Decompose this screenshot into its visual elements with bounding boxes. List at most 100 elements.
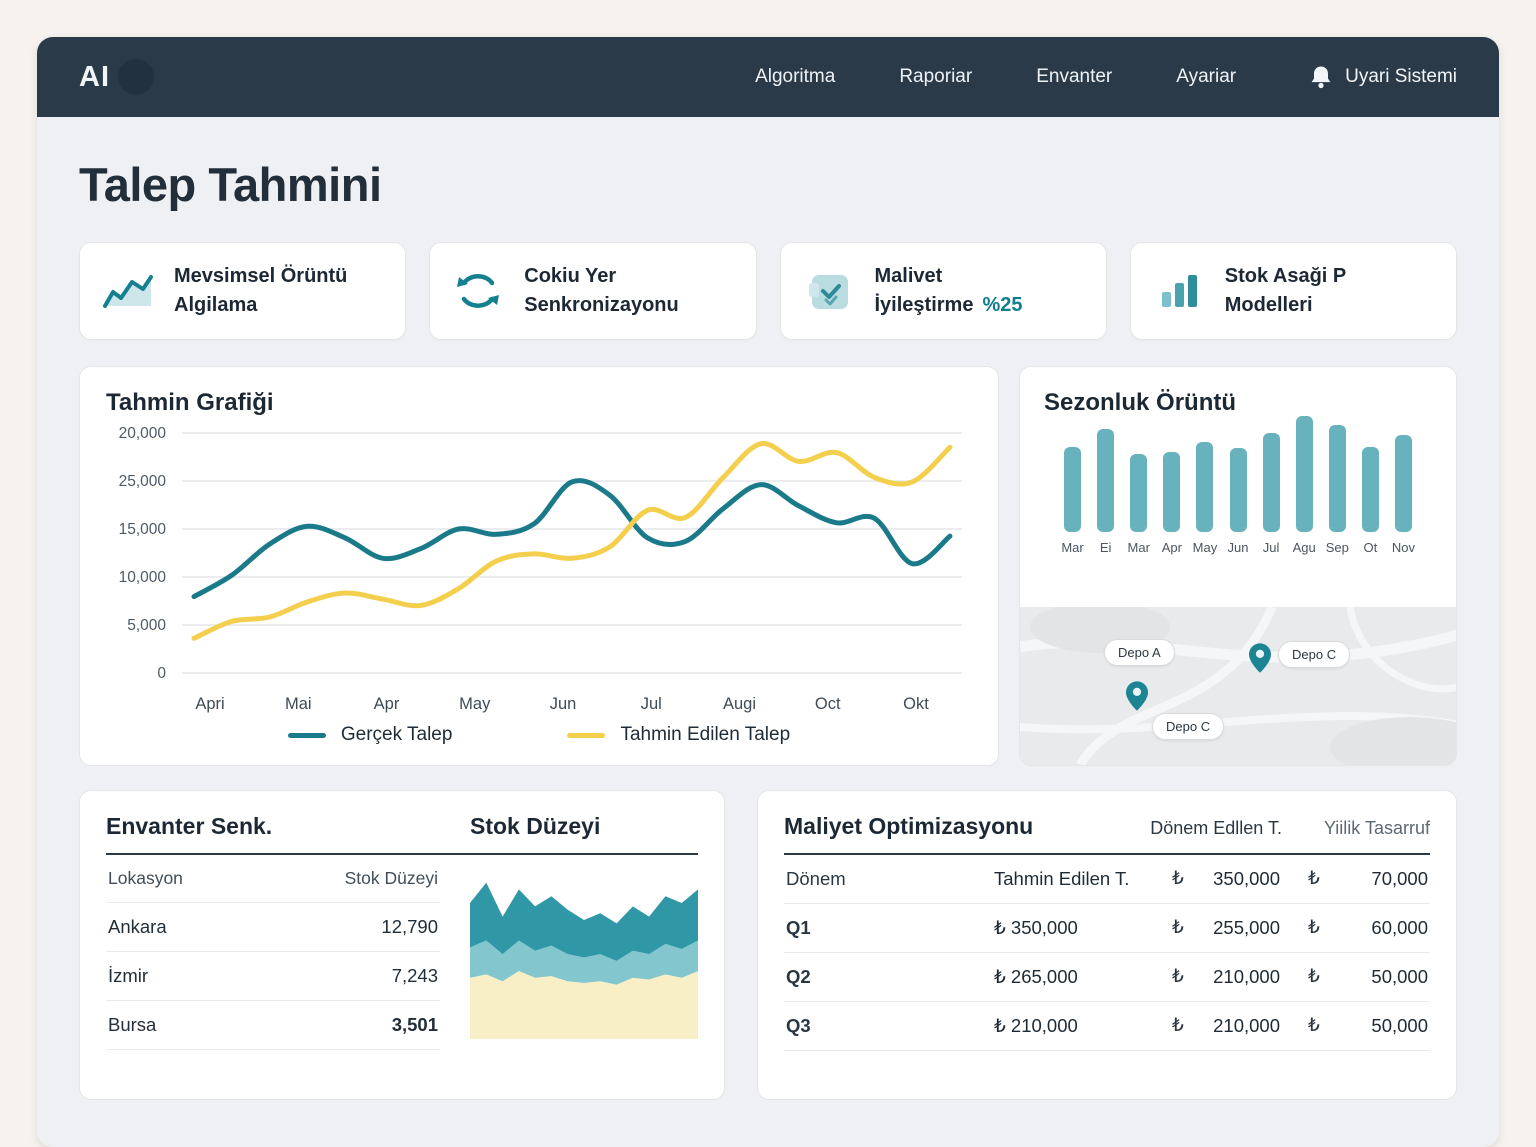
stock-level-chart-wrap — [470, 855, 698, 1050]
season-bar-col: May — [1188, 442, 1221, 555]
svg-text:Mai: Mai — [285, 695, 312, 713]
svg-text:0: 0 — [157, 665, 166, 682]
alert-system[interactable]: Uyari Sistemi — [1310, 65, 1457, 89]
season-bar — [1328, 425, 1346, 532]
svg-text:Apr: Apr — [374, 695, 400, 713]
lira-icon: ₺ — [1308, 1015, 1320, 1036]
season-bar-label: Sep — [1325, 540, 1349, 555]
stat-card-row: Mevsimsel Örüntü Algilama Cokiu Yer Senk… — [79, 242, 1457, 340]
svg-text:Apri: Apri — [195, 695, 224, 713]
svg-text:10,000: 10,000 — [119, 569, 167, 586]
season-bar-label: Jun — [1227, 540, 1249, 555]
forecast-chart-card: Tahmin Grafiği 20,000 25,000 15,000 10,000 5… — [79, 366, 999, 766]
cost-header-columns: Dönem Edllen T. Yiilik Tasarruf — [1150, 818, 1430, 839]
season-bar-label: Mar — [1061, 540, 1084, 555]
lira-icon: ₺ — [1308, 917, 1320, 938]
forecast-line-chart: 20,000 25,000 15,000 10,000 5,000 0 Apri Mai Apr… — [119, 425, 962, 713]
cost-optimization-card: Maliyet Optimizasyonu Dönem Edllen T. Yi… — [757, 790, 1457, 1100]
season-bar-col: Ei — [1089, 429, 1122, 555]
app-window: AI Algoritma Raporiar Envanter Ayariar U… — [37, 37, 1499, 1147]
bell-icon — [1311, 66, 1331, 89]
stock-level-title: Stok Düzeyi — [470, 813, 601, 839]
cost-header-period: Dönem Edllen T. — [1150, 818, 1282, 838]
season-bar — [1229, 448, 1247, 532]
season-bar-label: Jul — [1262, 540, 1280, 555]
alert-label: Uyari Sistemi — [1345, 66, 1457, 87]
map-pin-icon — [1249, 643, 1271, 673]
svg-text:Jul: Jul — [641, 695, 662, 713]
stat-card-seasonal-pattern: Mevsimsel Örüntü Algilama — [79, 242, 407, 340]
cost-title: Maliyet Optimizasyonu — [784, 813, 1034, 839]
stat-card-multi-location-sync: Cokiu Yer Senkronizayonu — [429, 242, 757, 340]
top-navbar: AI Algoritma Raporiar Envanter Ayariar U… — [37, 37, 1499, 117]
svg-text:Augi: Augi — [723, 695, 756, 713]
table-row: Q3 ₺ 210,000 ₺ 210,000 ₺ 50,000 — [784, 1002, 1430, 1051]
inventory-table: Lokasyon Stok Düzeyi Ankara 12,790 İzmir… — [106, 855, 440, 1050]
page-title: Talep Tahmini — [79, 158, 382, 211]
seasonal-pattern-title: Sezonluk Örüntü — [1044, 389, 1236, 416]
season-bar-label: Ot — [1363, 540, 1378, 555]
legend-actual-demand: Gerçek Talep — [287, 724, 452, 746]
inventory-body: Lokasyon Stok Düzeyi Ankara 12,790 İzmir… — [106, 855, 698, 1050]
lira-icon: ₺ — [1172, 966, 1184, 987]
table-row: Bursa 3,501 — [106, 1001, 440, 1050]
stat-card-cost-improvement: Malivet İyileştirme %25 — [779, 242, 1107, 340]
chart-legend: Gerçek Talep Tahmin Edilen Talep — [106, 724, 972, 746]
map-label-depo-c-bottom: Depo C — [1152, 713, 1225, 740]
nav-item-ayarlar[interactable]: Ayariar — [1176, 66, 1237, 87]
svg-text:15,000: 15,000 — [119, 521, 167, 538]
map-pin-icon — [1126, 681, 1148, 711]
nav-item-raporlar[interactable]: Raporiar — [899, 66, 973, 87]
season-bar — [1361, 447, 1379, 532]
season-bar — [1163, 452, 1181, 532]
map-label-depo-a: Depo A — [1104, 639, 1175, 666]
inventory-card-header: Envanter Senk. Stok Düzeyi — [106, 813, 698, 855]
seasonal-bar-chart: Mar Ei Mar Apr May Jun Jul Agu Sep Ot Nov — [1044, 416, 1432, 555]
nav-item-algoritma[interactable]: Algoritma — [755, 66, 836, 87]
season-bar-label: Agu — [1292, 540, 1316, 555]
season-bar-label: May — [1192, 540, 1218, 555]
season-bar-col: Sep — [1321, 425, 1354, 555]
stat-card-title: Mevsimsel Örüntü Algilama — [174, 265, 348, 316]
season-bar — [1262, 433, 1280, 532]
trend-line-icon — [100, 266, 156, 316]
season-bar-label: Mar — [1127, 540, 1150, 555]
seasonal-pattern-header: Sezonluk Örüntü Mar Ei Mar Apr May Jun Jul Agu S… — [1020, 367, 1456, 555]
main-nav: Algoritma Raporiar Envanter Ayariar — [755, 66, 1236, 88]
cost-table-header: Dönem Tahmin Edilen T. ₺ 350,000 ₺ 70,000 — [784, 855, 1430, 904]
stat-card-title: Malivet İyileştirme %25 — [874, 265, 1023, 316]
season-bar-col: Mar — [1122, 454, 1155, 555]
bag-check-icon — [801, 266, 857, 316]
page-content: Talep Tahmini Mevsimsel Örüntü Algilama — [37, 117, 1499, 1100]
stat-card-title: Stok Asaği P Modelleri — [1224, 265, 1347, 316]
season-bar-col: Mar — [1056, 447, 1089, 555]
inventory-sync-card: Envanter Senk. Stok Düzeyi Lokasyon Stok… — [79, 790, 725, 1100]
cost-card-header: Maliyet Optimizasyonu Dönem Edllen T. Yi… — [784, 813, 1430, 855]
svg-text:May: May — [459, 695, 491, 713]
seasonal-pattern-card: Sezonluk Örüntü Mar Ei Mar Apr May Jun Jul Agu S… — [1019, 366, 1457, 766]
table-row: Q2 ₺ 265,000 ₺ 210,000 ₺ 50,000 — [784, 953, 1430, 1002]
season-bar — [1097, 429, 1115, 532]
lira-icon: ₺ — [1172, 868, 1184, 889]
stock-area-chart — [470, 882, 698, 1039]
nav-item-envanter[interactable]: Envanter — [1036, 66, 1113, 87]
stat-card-title: Cokiu Yer Senkronizayonu — [524, 265, 679, 316]
table-row: İzmir 7,243 — [106, 952, 440, 1001]
svg-text:20,000: 20,000 — [119, 425, 167, 442]
season-bar — [1130, 454, 1148, 532]
inventory-table-header: Lokasyon Stok Düzeyi — [106, 855, 440, 903]
svg-text:5,000: 5,000 — [127, 617, 166, 634]
lira-icon: ₺ — [1308, 966, 1320, 987]
svg-text:25,000: 25,000 — [119, 473, 167, 490]
season-bar — [1064, 447, 1082, 532]
season-bar-col: Jun — [1221, 448, 1254, 555]
season-bar — [1196, 442, 1214, 532]
svg-text:Jun: Jun — [550, 695, 577, 713]
inventory-title: Envanter Senk. — [106, 813, 273, 839]
season-bar-col: Ot — [1354, 447, 1387, 555]
forecast-chart-title: Tahmin Grafiği — [106, 389, 274, 416]
warehouse-map: Depo A Depo C Depo C — [1020, 607, 1456, 765]
legend-dash-teal — [287, 732, 326, 738]
lira-icon: ₺ — [1308, 868, 1320, 889]
legend-forecast-demand: Tahmin Edilen Talep — [567, 724, 790, 746]
